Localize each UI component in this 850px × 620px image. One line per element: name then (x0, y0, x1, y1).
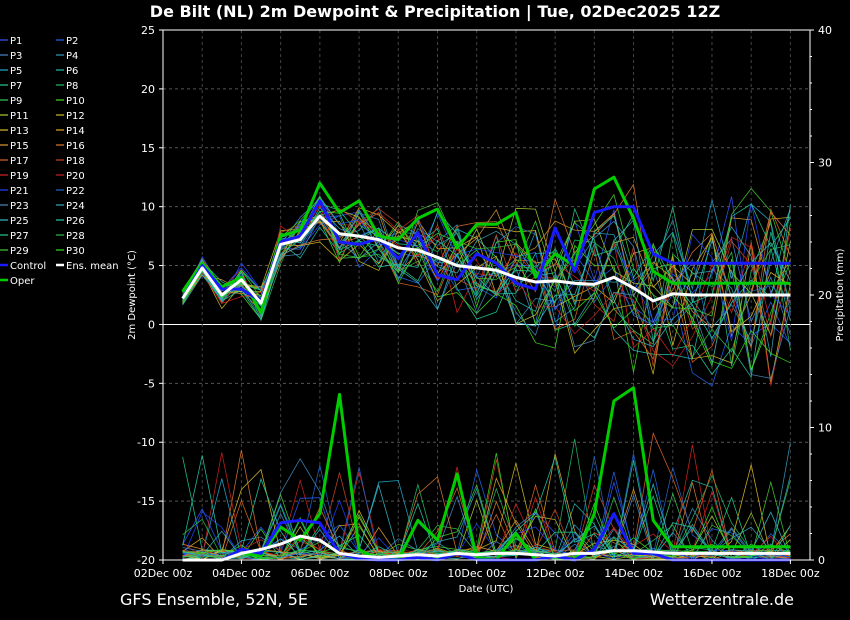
legend-label: P27 (10, 231, 29, 242)
y-tick-label-left: -10 (137, 436, 155, 449)
legend-label: P21 (10, 186, 29, 197)
ensemble-dewpoint-P25 (182, 206, 791, 347)
x-tick-label: 06Dec 00z (291, 567, 350, 580)
legend-label: P18 (66, 156, 85, 167)
y-tick-label-right: 30 (818, 157, 832, 170)
legend-label: P8 (66, 81, 78, 92)
y-tick-label-left: 20 (141, 83, 155, 96)
ensemble-dewpoint-P28 (182, 195, 791, 358)
legend-label: P19 (10, 171, 29, 182)
y-tick-label-left: 0 (148, 318, 155, 331)
legend: P1 P2 P3 P4 P5 P6 P7 P8 P9 P10 P11 P12 P13 P14 P15 P16 P… (0, 36, 119, 287)
ensemble-precip-P15 (182, 487, 791, 561)
x-tick-label: 14Dec 00z (604, 567, 663, 580)
legend-label: P30 (66, 246, 85, 257)
x-tick-label: 10Dec 00z (447, 567, 506, 580)
x-tick-label: 12Dec 00z (526, 567, 585, 580)
legend-label: P23 (10, 201, 29, 212)
ensemble-dewpoint-P20 (182, 199, 791, 386)
y-tick-label-right: 20 (818, 289, 832, 302)
y-tick-label-right: 0 (818, 554, 825, 567)
ensemble-precip-P30 (182, 453, 791, 561)
x-tick-label: 18Dec 00z (761, 567, 820, 580)
legend-label: P11 (10, 111, 29, 122)
footer-model-info: GFS Ensemble, 52N, 5E (120, 590, 308, 609)
legend-label: P25 (10, 216, 29, 227)
legend-label: P13 (10, 126, 29, 137)
legend-label: P16 (66, 141, 85, 152)
y-tick-label-left: -20 (137, 554, 155, 567)
x-tick-label: 08Dec 00z (369, 567, 428, 580)
ensemble-dewpoint-P16 (182, 183, 791, 311)
legend-label: P10 (66, 96, 85, 107)
y-tick-label-left: 10 (141, 201, 155, 214)
ensemble-precip-P24 (182, 475, 791, 561)
dewpoint-line-ensmean (181, 214, 791, 305)
x-axis-label: Date (UTC) (459, 584, 514, 595)
legend-label: P20 (66, 171, 85, 182)
legend-label: Oper (10, 276, 35, 287)
legend-label: P5 (10, 66, 22, 77)
y-tick-label-right: 10 (818, 422, 832, 435)
legend-label: P15 (10, 141, 29, 152)
x-tick-label: 04Dec 00z (212, 567, 271, 580)
legend-label: Ens. mean (66, 261, 119, 272)
y-tick-label-left: 15 (141, 142, 155, 155)
legend-label: P28 (66, 231, 85, 242)
legend-label: P29 (10, 246, 29, 257)
legend-label: P1 (10, 36, 22, 47)
ensemble-dewpoint-P26 (182, 196, 791, 340)
legend-label: P7 (10, 81, 22, 92)
y-tick-label-left: -15 (137, 495, 155, 508)
y-tick-label-left: 5 (148, 260, 155, 273)
dewpoint-line-control (181, 199, 791, 303)
legend-label: P4 (66, 51, 78, 62)
dewpoint-line-oper (181, 175, 791, 315)
y-axis-label-right: Precipitation (mm) (835, 248, 846, 341)
legend-label: P26 (66, 216, 85, 227)
chart-title: De Bilt (NL) 2m Dewpoint & Precipitation… (150, 2, 720, 22)
legend-label: P17 (10, 156, 29, 167)
ensemble-dewpoint-P24 (182, 204, 791, 357)
ensemble-dewpoint-P6 (182, 226, 791, 360)
x-tick-label: 02Dec 00z (134, 567, 193, 580)
y-tick-label-left: -5 (144, 377, 155, 390)
legend-label: P2 (66, 36, 78, 47)
y-tick-label-right: 40 (818, 24, 832, 37)
legend-label: P22 (66, 186, 85, 197)
legend-label: P24 (66, 201, 85, 212)
x-tick-label: 16Dec 00z (683, 567, 742, 580)
y-axis-label-left: 2m Dewpoint (°C) (127, 250, 138, 340)
legend-label: P9 (10, 96, 22, 107)
legend-label: P14 (66, 126, 85, 137)
precip-line-ensmean (182, 534, 791, 562)
legend-label: Control (10, 261, 46, 272)
legend-label: P12 (66, 111, 85, 122)
legend-label: P6 (66, 66, 78, 77)
ensemble-precip-P29 (182, 480, 791, 561)
ensemble-dewpoint-P18 (182, 208, 791, 367)
y-tick-label-left: 25 (141, 24, 155, 37)
legend-label: P3 (10, 51, 22, 62)
footer-source: Wetterzentrale.de (650, 590, 794, 609)
